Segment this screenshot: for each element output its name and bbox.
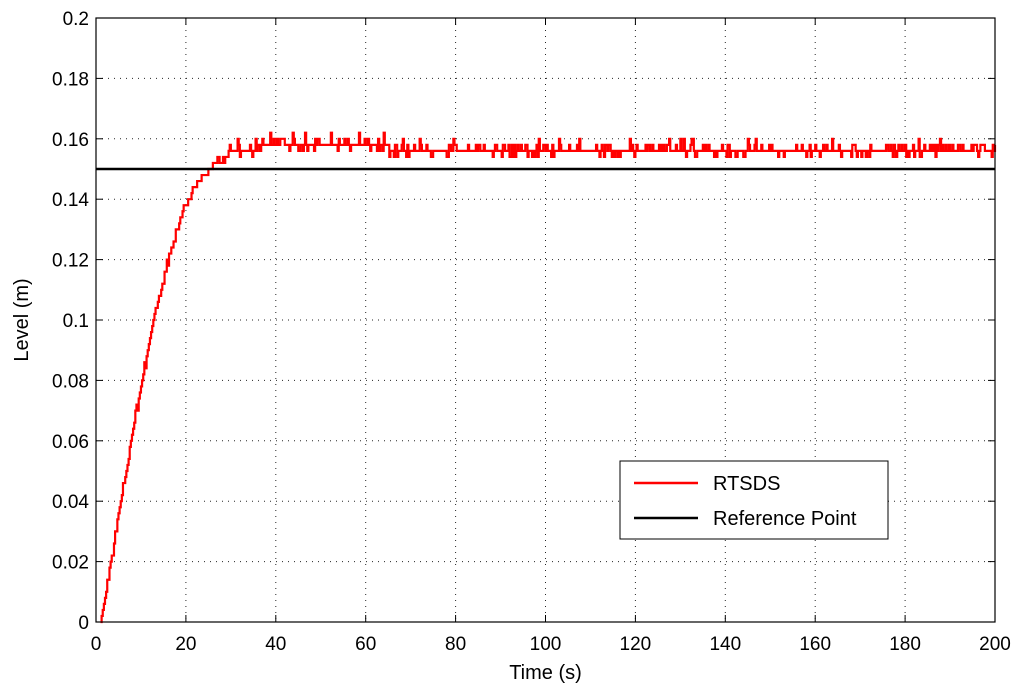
legend-box [619,460,889,540]
x-tick-labels: 0 20 40 60 80 100 120 140 160 180 200 [91,634,1011,655]
y-tick-label: 0 [78,613,89,634]
series-layer [96,131,997,624]
y-tick-label: 0.1 [63,311,89,332]
y-tick-label: 0.18 [52,69,89,90]
y-tick-label: 0.04 [52,492,89,513]
series-line-rtsds [100,131,997,624]
x-tick-label: 100 [530,634,562,655]
y-tick-label: 0.2 [63,9,89,30]
legend-label-rtsds: RTSDS [713,473,780,495]
x-tick-label: 120 [620,634,652,655]
y-tick-label: 0.08 [52,371,89,392]
x-tick-label: 60 [355,634,376,655]
y-tick-label: 0.02 [52,553,89,574]
y-tick-label: 0.06 [52,432,89,453]
x-tick-label: 80 [445,634,466,655]
y-tick-label: 0.16 [52,130,89,151]
y-tick-labels: 0 0.02 0.04 0.06 0.08 0.1 0.12 0.14 0.16 0.18 0.2 [52,9,89,634]
x-tick-label: 40 [265,634,286,655]
x-tick-label: 180 [889,634,921,655]
y-tick-label: 0.14 [52,190,89,211]
x-tick-label: 200 [979,634,1011,655]
x-tick-label: 0 [91,634,102,655]
legend-label-reference-point: Reference Point [713,508,857,530]
x-axis-title: Time (s) [509,662,582,684]
x-tick-label: 140 [709,634,741,655]
y-axis-title: Level (m) [11,278,33,361]
x-tick-label: 160 [799,634,831,655]
axis-ticks [95,17,996,623]
legend: RTSDS Reference Point [619,460,889,540]
y-tick-label: 0.12 [52,251,89,272]
x-tick-label: 20 [175,634,196,655]
